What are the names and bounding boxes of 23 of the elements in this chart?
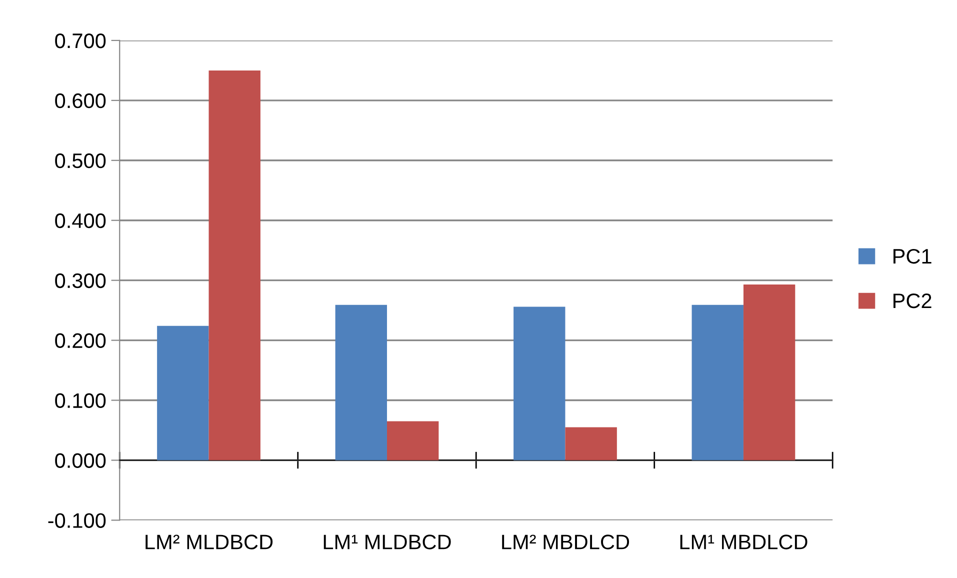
bar <box>335 304 387 460</box>
bar <box>386 421 439 460</box>
y-tick-label: -0.100 <box>48 513 106 528</box>
y-tick-label: 0.400 <box>55 213 106 228</box>
bar <box>514 306 566 460</box>
x-tick-label: LM¹ MLDBCD <box>324 534 451 550</box>
y-tick-label: 0.000 <box>55 453 106 468</box>
bar <box>743 284 796 460</box>
legend-label: PC2 <box>894 293 932 308</box>
legend-label: PC1 <box>894 248 932 264</box>
x-tick-label: LM² MBDLCD <box>502 534 630 550</box>
y-tick-label: 0.300 <box>55 273 106 288</box>
y-tick-label: 0.100 <box>55 393 106 408</box>
bar <box>565 427 617 460</box>
y-tick-label: 0.600 <box>55 93 106 108</box>
bar <box>208 70 260 460</box>
y-tick-label: 0.200 <box>55 333 106 348</box>
bar <box>157 326 209 460</box>
x-tick-label: LM¹ MBDLCD <box>680 534 808 550</box>
bar <box>692 304 744 460</box>
x-tick-label: LM² MLDBCD <box>146 534 273 550</box>
y-tick-label: 0.500 <box>55 153 106 168</box>
y-tick-label: 0.700 <box>55 33 106 48</box>
